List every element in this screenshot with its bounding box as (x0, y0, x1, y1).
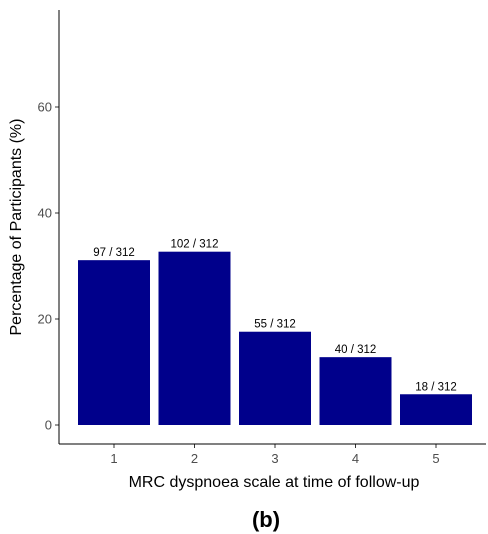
y-tick-label: 60 (38, 100, 52, 115)
panel-label: (b) (252, 507, 280, 532)
bar-data-label: 40 / 312 (335, 344, 377, 356)
x-tick-label: 1 (110, 451, 117, 466)
x-tick-label: 5 (432, 451, 439, 466)
plot-area: 0 20 40 60 97 / 312 1 102 / 312 2 55 / 312 3 40 / … (38, 100, 472, 466)
bar (78, 260, 150, 425)
x-tick-label: 4 (352, 451, 359, 466)
bar (239, 331, 311, 425)
y-tick-label: 20 (38, 312, 52, 327)
x-tick-label: 3 (271, 451, 278, 466)
bar-data-label: 18 / 312 (415, 381, 457, 393)
bar-data-label: 97 / 312 (93, 247, 135, 259)
y-tick-label: 0 (45, 418, 52, 433)
bar-data-label: 55 / 312 (254, 319, 296, 331)
bar (319, 357, 392, 425)
x-tick-label: 2 (191, 451, 198, 466)
x-axis-title: MRC dyspnoea scale at time of follow-up (129, 474, 420, 491)
bar-data-label: 102 / 312 (171, 239, 219, 251)
bar (158, 251, 231, 425)
y-tick-label: 40 (38, 206, 52, 221)
bar (400, 394, 472, 425)
y-axis-title: Percentage of Participants (%) (8, 119, 25, 336)
